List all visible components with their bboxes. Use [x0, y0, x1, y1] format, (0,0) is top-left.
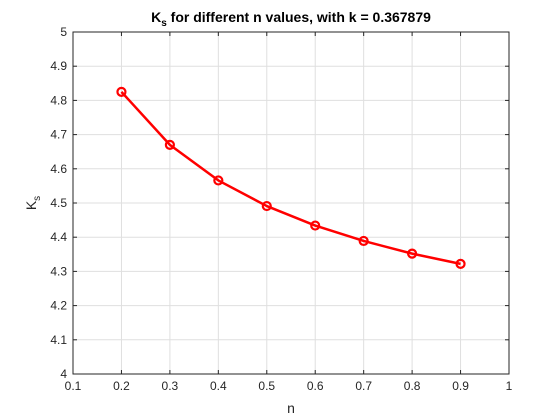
axes	[72, 31, 510, 375]
y-tick-label: 4.1	[50, 333, 67, 347]
y-tick-label: 4.7	[50, 128, 67, 142]
grid-lines	[72, 31, 510, 375]
series-line	[120, 91, 461, 266]
y-axis-label: Ks	[23, 196, 43, 210]
x-tick-labels: 0.1 0.2 0.3 0.4 0.5 0.6 0.7 0.8 0.9 1	[65, 379, 513, 393]
y-tick-label: 4.6	[50, 162, 67, 176]
title-text: for different n values, with k = 0.36787…	[167, 9, 431, 25]
x-tick-label: 0.1	[65, 379, 82, 393]
x-tick-label: 0.7	[355, 379, 372, 393]
y-tick-label: 4	[60, 367, 67, 381]
data-point-marker	[455, 258, 466, 269]
y-tick-label: 4.9	[50, 59, 67, 73]
x-axis-label: n	[287, 400, 295, 416]
y-tick-label: 4.5	[50, 196, 67, 210]
x-tick-label: 0.6	[307, 379, 324, 393]
data-point-marker	[358, 235, 369, 247]
x-tick-label: 1	[506, 379, 513, 393]
y-tick-label: 4.3	[50, 264, 67, 278]
y-label-subscript: s	[32, 196, 43, 201]
x-tick-label: 0.5	[258, 379, 275, 393]
chart-title: Ks for different n values, with k = 0.36…	[151, 9, 431, 29]
y-tick-label: 4.8	[50, 93, 67, 107]
y-tick-label: 5	[60, 25, 67, 39]
y-tick-label: 4.2	[50, 299, 67, 313]
x-tick-label: 0.2	[113, 379, 130, 393]
y-tick-labels: 4 4.1 4.2 4.3 4.4 4.5 4.6 4.7 4.8 4.9 5	[50, 25, 67, 381]
data-point-marker	[261, 200, 272, 212]
data-point-marker	[213, 175, 224, 186]
x-tick-label: 0.8	[404, 379, 421, 393]
title-symbol: K	[151, 9, 161, 25]
x-tick-label: 0.9	[452, 379, 469, 393]
data-point-marker	[310, 220, 321, 231]
x-tick-label: 0.4	[210, 379, 227, 393]
title-subscript: s	[161, 18, 167, 29]
data-point-marker	[116, 86, 127, 97]
plot-border	[72, 31, 510, 375]
data-point-marker	[164, 139, 175, 150]
data-series	[116, 86, 466, 269]
y-tick-label: 4.4	[50, 230, 67, 244]
y-label-symbol: K	[23, 200, 39, 210]
x-tick-label: 0.3	[162, 379, 179, 393]
data-point-marker	[407, 248, 418, 259]
